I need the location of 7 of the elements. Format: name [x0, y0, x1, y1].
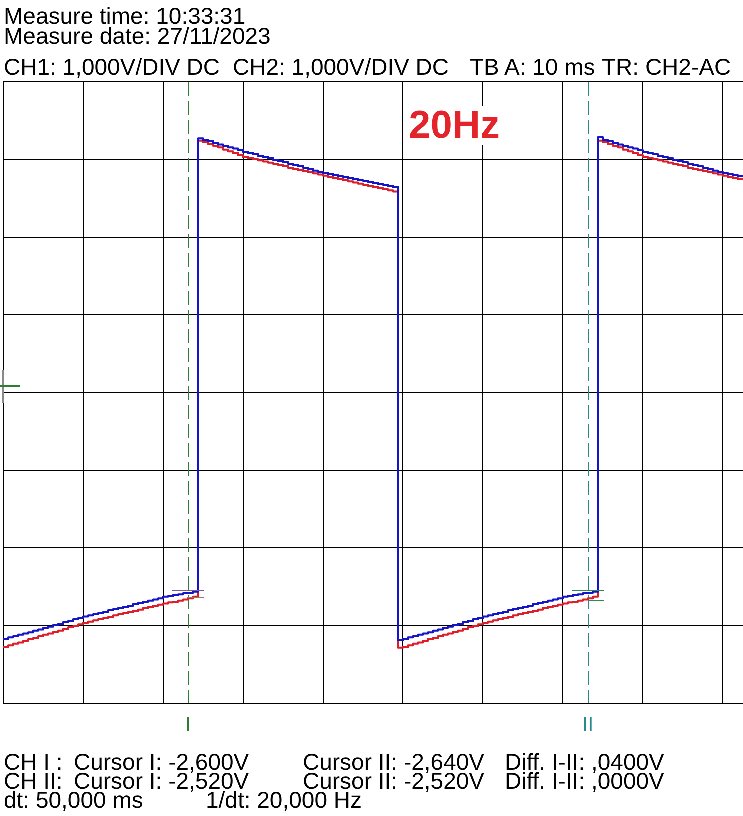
x-tick-label: I	[186, 714, 192, 736]
x-tick-label: II	[582, 714, 594, 736]
text: CH2: 1,000V/DIV DC	[233, 54, 450, 80]
text: TB A: 10 ms	[470, 54, 596, 80]
text: TR: CH2-AC	[602, 54, 732, 80]
text: CH1: 1,000V/DIV DC	[4, 54, 220, 80]
annotation: 20Hz	[409, 104, 500, 147]
